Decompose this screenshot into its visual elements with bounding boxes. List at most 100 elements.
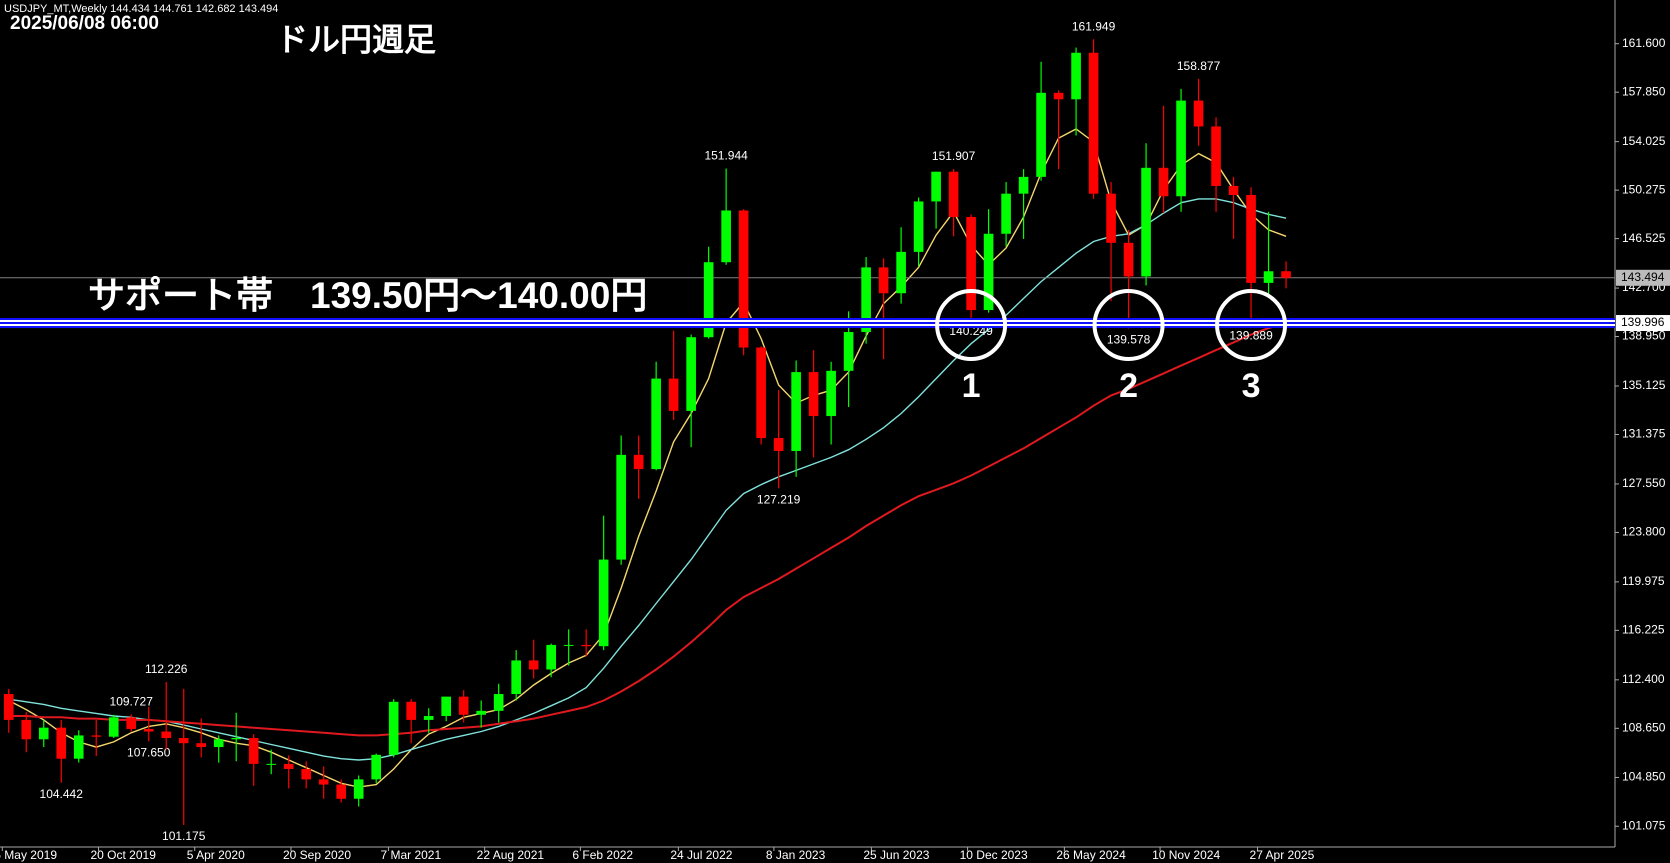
- y-tick-label: 157.850: [1622, 84, 1666, 98]
- y-tick-label: 127.550: [1622, 476, 1666, 490]
- high-label: 151.907: [932, 149, 976, 163]
- candle-body: [91, 735, 102, 737]
- candle-body: [1211, 126, 1221, 186]
- candle-body: [1193, 100, 1204, 127]
- x-tick-label: 7 Mar 2021: [380, 848, 441, 862]
- candle-body: [493, 694, 504, 711]
- candle-body: [668, 378, 679, 411]
- y-tick-label: 119.975: [1622, 574, 1665, 588]
- candle-body: [38, 727, 49, 740]
- candle-body: [598, 559, 609, 647]
- x-tick-label: 26 May 2024: [1056, 848, 1126, 862]
- candle-body: [1106, 193, 1116, 243]
- x-tick-label: 20 Oct 2019: [91, 848, 157, 862]
- candle-body: [913, 201, 924, 252]
- current-price-box: [1616, 269, 1670, 286]
- candle-body: [178, 738, 189, 744]
- candle-body: [861, 267, 871, 333]
- candle-body: [1123, 242, 1134, 277]
- candle-body: [1071, 52, 1081, 100]
- candle-body: [1176, 100, 1186, 197]
- candle-body: [633, 454, 644, 470]
- candle-body: [651, 378, 661, 470]
- candle-body: [686, 337, 696, 411]
- marker-number: 1: [962, 367, 981, 405]
- candle-body: [878, 267, 889, 294]
- candle-body: [388, 701, 399, 755]
- candle-body: [423, 716, 434, 720]
- candle-body: [318, 779, 329, 785]
- candle-body: [948, 171, 959, 217]
- x-tick-label: 22 Aug 2021: [477, 848, 545, 862]
- y-tick-label: 154.025: [1622, 134, 1666, 148]
- low-label: 127.219: [757, 492, 801, 506]
- candle-body: [1036, 92, 1046, 177]
- candle-body: [1246, 194, 1256, 283]
- high-label: 109.727: [110, 695, 154, 709]
- marker-circle: [1092, 289, 1165, 362]
- low-label: 139.578: [1107, 333, 1151, 347]
- candle-body: [808, 372, 819, 417]
- x-tick-label: 8 Jan 2023: [766, 848, 826, 862]
- candle-body: [336, 784, 347, 799]
- moving-average: [8, 322, 1287, 737]
- y-tick-label: 116.225: [1622, 623, 1665, 637]
- x-tick-label: 24 Jul 2022: [670, 848, 732, 862]
- x-tick-label: 6 Feb 2022: [572, 848, 633, 862]
- current-price-label: 143.494: [1621, 270, 1665, 284]
- candle-body: [161, 731, 172, 739]
- candle-body: [843, 332, 854, 371]
- candle-body: [773, 438, 784, 451]
- marker-circle: [1215, 289, 1288, 362]
- candle-body: [213, 739, 224, 748]
- high-label: 112.226: [145, 662, 188, 676]
- y-tick-label: 123.800: [1622, 525, 1666, 539]
- candle-body: [703, 262, 714, 338]
- candle-body: [108, 717, 119, 737]
- timestamp: 2025/06/08 06:00: [10, 13, 159, 34]
- x-tick-label: 10 Nov 2024: [1152, 848, 1220, 862]
- candle-body: [546, 644, 556, 670]
- low-label: 139.889: [1229, 329, 1273, 343]
- chart-title: ドル円週足: [276, 21, 436, 57]
- candle-body: [406, 701, 416, 720]
- y-tick-label: 138.950: [1622, 329, 1666, 343]
- low-label: 107.650: [127, 745, 171, 759]
- support-annotation: サポート帯 139.50円～140.00円: [88, 275, 647, 316]
- candle-body: [441, 696, 451, 717]
- candle-body: [756, 347, 766, 439]
- moving-average: [8, 198, 1287, 761]
- high-label: 158.877: [1177, 59, 1221, 73]
- candle-body: [966, 216, 976, 311]
- x-tick-label: 10 Dec 2023: [960, 848, 1028, 862]
- y-tick-label: 108.650: [1622, 720, 1666, 734]
- candle-body: [196, 743, 207, 748]
- candle-body: [616, 454, 626, 560]
- candle-body: [1088, 52, 1099, 194]
- candle-body: [458, 696, 469, 715]
- candle-body: [371, 754, 382, 780]
- candle-body: [21, 719, 32, 740]
- low-label: 101.175: [162, 829, 206, 843]
- high-label: 151.944: [704, 149, 748, 163]
- y-tick-label: 131.375: [1622, 427, 1666, 441]
- x-tick-label: 5 Apr 2020: [187, 848, 245, 862]
- candle-body: [528, 660, 539, 670]
- y-tick-label: 150.275: [1622, 182, 1666, 196]
- y-tick-label: 146.525: [1622, 231, 1666, 245]
- candle-body: [476, 710, 486, 715]
- x-tick-label: 20 Sep 2020: [283, 848, 351, 862]
- candle-body: [1281, 271, 1291, 278]
- marker-circle: [935, 289, 1008, 362]
- x-tick-label: 27 Apr 2025: [1250, 848, 1315, 862]
- candle-body: [353, 779, 364, 799]
- low-label: 104.442: [40, 787, 84, 801]
- candle-body: [983, 233, 994, 311]
- x-tick-label: 25 Jun 2023: [863, 848, 929, 862]
- support-price-box: [1616, 315, 1670, 332]
- candle-body: [126, 717, 137, 729]
- y-tick-label: 161.600: [1622, 36, 1666, 50]
